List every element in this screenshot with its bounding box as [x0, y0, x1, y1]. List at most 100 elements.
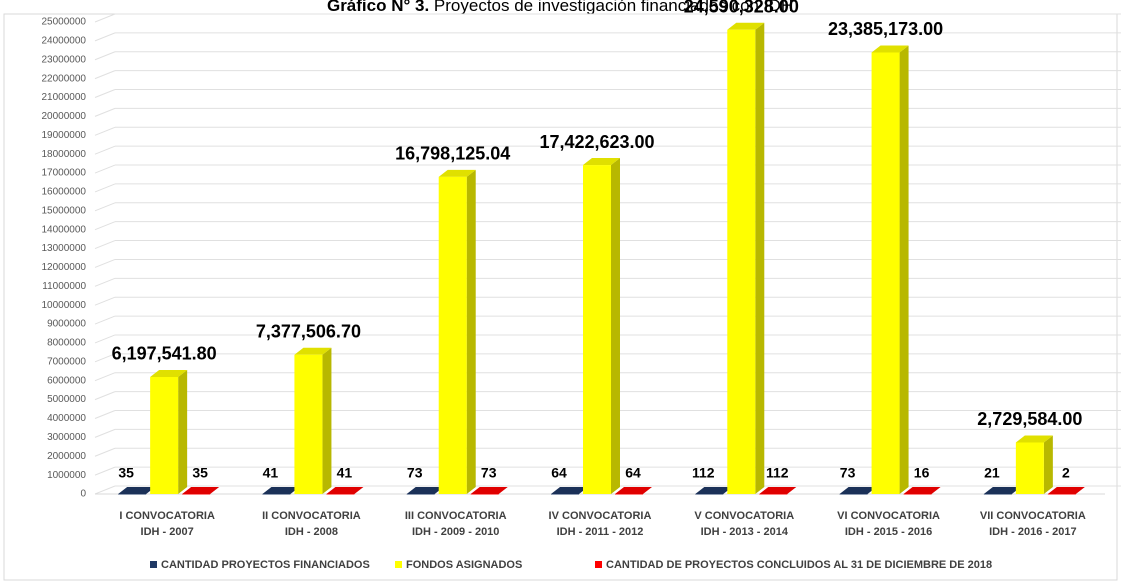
grid-line-side	[94, 372, 116, 382]
bar-front	[406, 493, 435, 495]
grid-line-side	[94, 447, 116, 457]
bar-top	[1047, 486, 1085, 494]
bar-front	[903, 493, 932, 495]
bar-side	[178, 369, 188, 494]
bar	[871, 45, 909, 494]
bar-front	[182, 493, 211, 495]
x-tick-label: IDH - 2007	[141, 526, 194, 538]
bar	[326, 486, 364, 495]
bar	[727, 22, 765, 494]
bar-side	[643, 486, 652, 494]
bar	[1015, 435, 1053, 494]
bar-front	[983, 493, 1012, 495]
bar	[294, 347, 332, 494]
bar-front	[551, 493, 579, 495]
data-label: 16,798,125.04	[395, 144, 510, 164]
bar-top	[438, 169, 476, 177]
grid-line-side	[94, 296, 116, 306]
bar-top	[727, 22, 765, 30]
y-tick-label: 22000000	[42, 73, 87, 84]
grid-line-side	[94, 32, 116, 42]
data-label: 73	[840, 465, 856, 481]
bar-front	[695, 493, 724, 495]
y-tick-label: 7000000	[47, 356, 86, 367]
bar-top	[326, 486, 364, 494]
grid-line-side	[94, 353, 116, 363]
grid-line-side	[94, 410, 116, 419]
grid-line-side	[94, 277, 116, 287]
bar-side	[354, 486, 364, 494]
bar-side	[611, 158, 620, 494]
data-label: 7,377,506.70	[256, 321, 361, 341]
data-label: 41	[263, 465, 279, 481]
data-label: 64	[625, 465, 641, 481]
x-tick-label: IV CONVOCATORIA	[549, 510, 652, 522]
y-tick-label: 20000000	[42, 111, 87, 122]
x-tick-label: VI CONVOCATORIA	[837, 510, 940, 522]
data-label: 73	[481, 465, 497, 481]
grid-line-side	[94, 183, 116, 193]
bar-front	[294, 354, 323, 494]
bar-front	[759, 493, 788, 495]
bar	[759, 486, 797, 495]
y-tick-label: 24000000	[42, 36, 87, 47]
data-label: 16	[914, 465, 930, 481]
bar-top	[871, 45, 909, 53]
bar-front	[326, 493, 355, 495]
grid-line-side	[94, 485, 116, 495]
data-label: 35	[192, 465, 208, 481]
bar	[182, 486, 220, 495]
legend-swatch	[150, 561, 157, 568]
bar-front	[615, 493, 643, 495]
legend-label: CANTIDAD PROYECTOS FINANCIADOS	[161, 559, 370, 571]
bar-side	[1043, 435, 1053, 494]
data-label: 23,385,173.00	[828, 19, 943, 39]
bar	[470, 486, 508, 495]
grid-line-side	[94, 107, 116, 117]
y-tick-label: 14000000	[42, 224, 87, 235]
y-tick-label: 6000000	[47, 375, 86, 386]
y-tick-label: 1000000	[47, 470, 86, 481]
x-tick-label: IDH - 2008	[285, 526, 338, 538]
y-tick-label: 21000000	[42, 92, 87, 103]
grid-line-side	[94, 202, 116, 212]
y-tick-label: 11000000	[42, 281, 86, 292]
legend-swatch	[595, 561, 602, 568]
bar-top	[903, 486, 941, 494]
bar-top	[839, 486, 877, 494]
grid-line-side	[94, 466, 116, 476]
y-tick-label: 5000000	[47, 394, 86, 405]
grid-line-side	[94, 70, 116, 80]
bar-top	[983, 486, 1021, 494]
x-tick-label: IDH - 2013 - 2014	[701, 526, 789, 538]
grid-line-side	[94, 391, 116, 401]
grid-line-side	[94, 89, 116, 98]
bar-front	[1047, 493, 1076, 495]
y-tick-label: 9000000	[47, 319, 86, 330]
bar-front	[583, 165, 611, 494]
legend-swatch	[395, 561, 402, 568]
grid-line-side	[94, 126, 116, 136]
bar-front	[150, 376, 179, 494]
data-label: 73	[407, 465, 423, 481]
data-label: 2,729,584.00	[977, 409, 1082, 429]
chart-title: Gráfico N° 3. Proyectos de investigación…	[327, 0, 793, 15]
bar-front	[118, 493, 147, 495]
bar	[438, 169, 476, 495]
x-tick-label: IDH - 2016 - 2017	[989, 526, 1076, 538]
data-label: 35	[118, 465, 134, 481]
x-tick-label: V CONVOCATORIA	[694, 510, 794, 522]
bar-front	[262, 493, 291, 495]
grid-line-side	[94, 258, 116, 268]
y-tick-label: 17000000	[42, 168, 87, 179]
bar-front	[438, 176, 467, 495]
y-tick-label: 4000000	[47, 413, 86, 424]
grid-line-side	[94, 164, 116, 174]
x-tick-label: IDH - 2011 - 2012	[557, 526, 644, 538]
data-label: 112	[692, 465, 715, 481]
bar-top	[262, 486, 300, 494]
bar-top	[470, 486, 508, 494]
bar-front	[1015, 442, 1044, 494]
y-tick-label: 25000000	[42, 17, 87, 28]
